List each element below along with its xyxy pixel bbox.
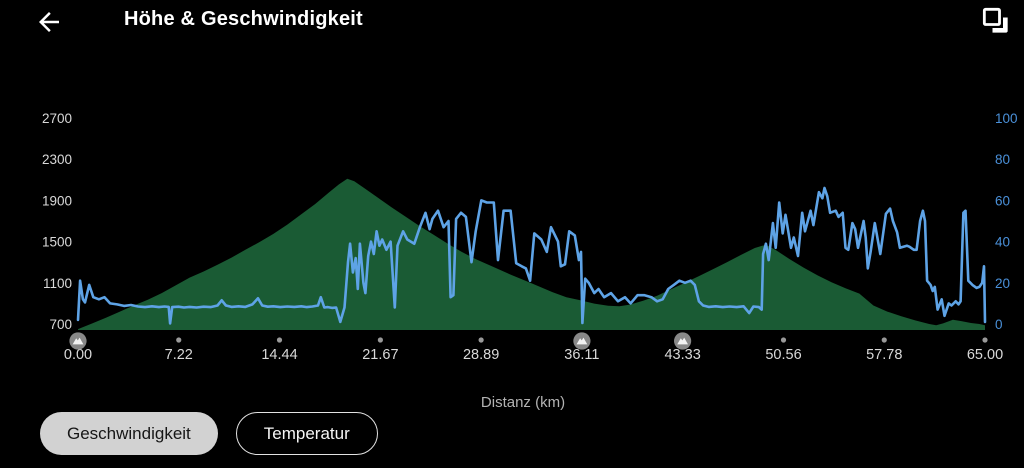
x-tick-dot — [276, 337, 283, 343]
speed-axis-label: 40 — [995, 235, 1010, 250]
elevation-axis-label: 1500 — [42, 235, 72, 250]
x-tick-label: 21.67 — [362, 347, 398, 363]
x-tick-label: 36.11 — [564, 347, 599, 363]
elevation-axis-label: 2300 — [42, 152, 72, 167]
elevation-axis-label: 1900 — [42, 193, 72, 208]
climb-marker-icon — [69, 332, 87, 350]
page-title: Höhe & Geschwindigkeit — [124, 8, 363, 30]
x-tick-dot — [982, 337, 988, 343]
speed-toggle-button[interactable]: Geschwindigkeit — [40, 412, 218, 455]
x-tick-label: 57.78 — [866, 347, 902, 363]
x-tick-label: 14.44 — [261, 347, 297, 363]
arrow-left-icon — [39, 12, 59, 32]
x-tick-dot — [881, 337, 887, 343]
climb-marker-icon — [573, 332, 591, 350]
elevation-axis-label: 700 — [49, 317, 72, 332]
x-tick-label: 28.89 — [463, 347, 499, 363]
back-button[interactable] — [34, 7, 64, 37]
speed-line — [76, 186, 987, 325]
temperature-toggle-button[interactable]: Temperatur — [235, 412, 378, 455]
climb-marker-icon — [674, 332, 692, 350]
x-tick-label: 65.00 — [967, 347, 1003, 363]
expand-chart-button[interactable] — [982, 7, 1010, 35]
x-tick-label: 43.33 — [664, 347, 700, 363]
speed-axis-label: 20 — [995, 276, 1010, 291]
speed-axis-label: 80 — [995, 152, 1010, 167]
speed-axis-label: 100 — [995, 111, 1018, 126]
x-tick-dot — [377, 337, 383, 343]
x-tick-dot — [176, 337, 182, 343]
elevation-axis-label: 2700 — [42, 111, 72, 126]
elevation-axis-label: 1100 — [43, 276, 72, 291]
header: Höhe & Geschwindigkeit — [0, 0, 1024, 46]
overlapping-squares-icon — [982, 7, 1008, 33]
x-tick-label: 7.22 — [165, 347, 193, 363]
overlay-toggle-row: Geschwindigkeit Temperatur — [40, 412, 378, 455]
x-tick-dot — [478, 337, 484, 343]
speed-axis-label: 0 — [995, 317, 1003, 332]
x-axis-title: Distanz (km) — [480, 394, 566, 411]
elevation-area — [78, 178, 985, 330]
x-tick-label: 0.00 — [64, 347, 92, 363]
speed-axis-label: 60 — [995, 193, 1010, 208]
x-tick-label: 50.56 — [765, 347, 801, 363]
x-tick-dot — [780, 337, 787, 343]
